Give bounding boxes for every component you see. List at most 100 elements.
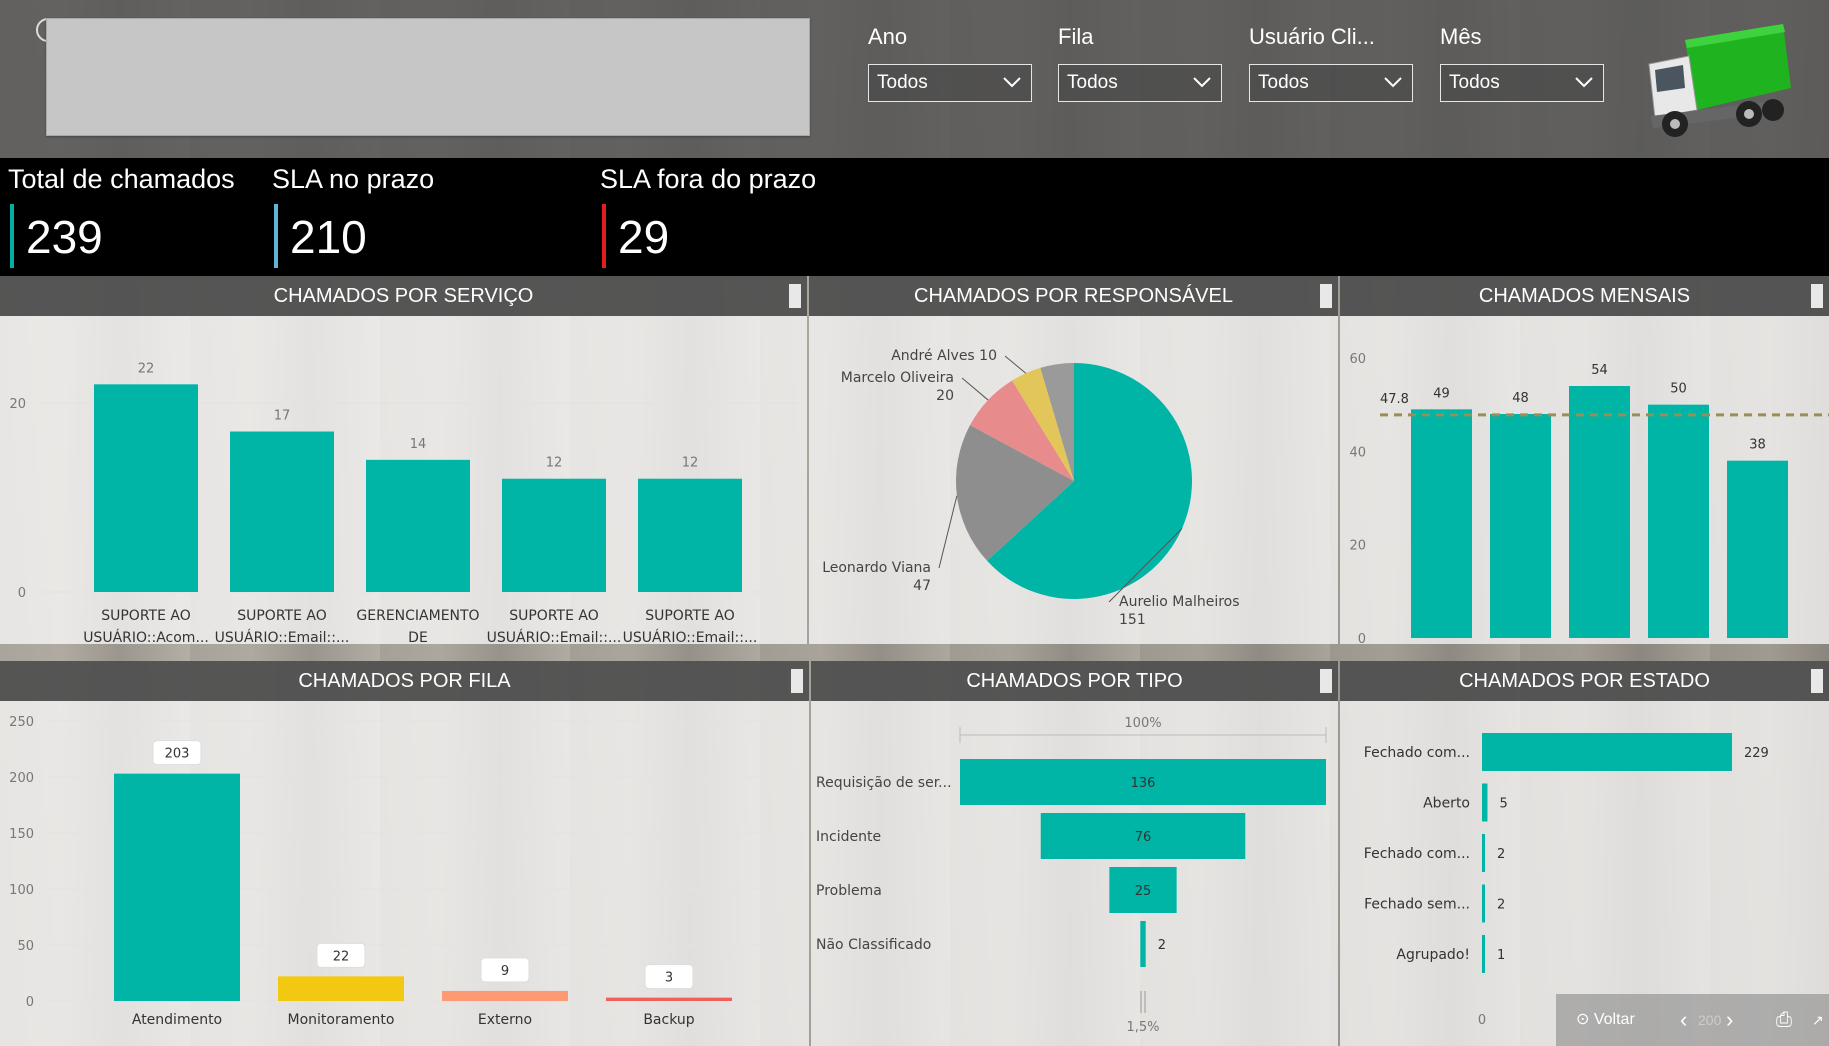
slicer-dropdown-mes[interactable]: Todos xyxy=(1440,64,1604,102)
data-label: 203 xyxy=(165,747,190,762)
data-label: 3 xyxy=(665,971,673,986)
leader-line xyxy=(961,377,989,401)
bar-servico xyxy=(94,384,198,592)
category-label: Agrupado! xyxy=(1396,947,1470,963)
data-label: 49 xyxy=(1433,386,1450,401)
slice-label: 151 xyxy=(1119,612,1146,628)
header-bar: ‹ Ano Todos Fila Todos Usuário Cli... To… xyxy=(0,0,1829,158)
category-label: Backup xyxy=(643,1012,694,1028)
y-tick-label: 250 xyxy=(9,715,34,730)
slicer-dropdown-usuario[interactable]: Todos xyxy=(1249,64,1413,102)
panel-focus-handle[interactable] xyxy=(789,284,801,308)
y-tick-label: 0 xyxy=(26,995,34,1010)
y-tick-label: 200 xyxy=(9,771,34,786)
slice-label: 47 xyxy=(913,578,931,594)
category-label: Incidente xyxy=(816,829,881,845)
category-label: Aberto xyxy=(1423,796,1470,812)
category-label: USUÁRIO::Email::... xyxy=(623,629,758,644)
panel-focus-handle[interactable] xyxy=(1320,284,1332,308)
data-label: 2 xyxy=(1497,847,1505,862)
panel-title: CHAMADOS POR SERVIÇO xyxy=(0,276,807,316)
panel-chamados-por-tipo: CHAMADOS POR TIPO 100% 136 Requisição de s… xyxy=(811,661,1338,1046)
slicer-dropdown-fila[interactable]: Todos xyxy=(1058,64,1222,102)
leader-line xyxy=(938,495,958,569)
kpi-accent-bar xyxy=(274,204,278,268)
bar-fila xyxy=(606,997,732,1001)
bar-servico xyxy=(638,478,742,592)
data-label: 25 xyxy=(1135,884,1152,899)
data-label-box xyxy=(316,942,366,968)
kpi-title: SLA fora do prazo xyxy=(600,164,817,194)
bar-servico xyxy=(502,478,606,592)
category-label: SUPORTE AO xyxy=(509,608,599,624)
funnel-bar xyxy=(1040,813,1246,859)
kpi-accent-bar xyxy=(602,204,606,268)
data-label: 2 xyxy=(1158,938,1166,953)
data-label: 12 xyxy=(682,456,699,471)
kpi-title: SLA no prazo xyxy=(272,164,435,194)
category-label: SUPORTE AO xyxy=(645,608,735,624)
chart-estado: 0 229 Fechado com... 5 Aberto 2 Fechado com...… xyxy=(1364,715,1769,1028)
funnel-bar xyxy=(960,759,1326,805)
expand-icon[interactable]: ↗ xyxy=(1812,1012,1824,1028)
chart-fila: 0 50 100 150 200 250 203 Atendimento 22 Monitoram… xyxy=(9,715,805,1028)
kpi-value: 239 xyxy=(26,211,103,263)
category-label: DE xyxy=(408,630,428,644)
panel-title: CHAMADOS POR RESPONSÁVEL xyxy=(809,276,1338,316)
bar-estado xyxy=(1482,935,1485,973)
data-label: 2 xyxy=(1497,898,1505,913)
panel-chamados-por-responsavel: CHAMADOS POR RESPONSÁVEL Aurelio Malheir… xyxy=(809,276,1338,644)
slice-label: 20 xyxy=(936,388,954,404)
pie-slice xyxy=(1012,367,1074,481)
kpi-value: 29 xyxy=(618,211,670,263)
category-label: Monitoramento xyxy=(288,1012,395,1028)
y-tick-label: 0 xyxy=(1358,632,1366,644)
slicer-label: Mês xyxy=(1440,24,1482,49)
bar-mensal xyxy=(1490,414,1551,638)
slicer-ano: Ano Todos xyxy=(868,24,1032,102)
slicer-label: Fila xyxy=(1058,24,1094,49)
panel-focus-handle[interactable] xyxy=(1320,669,1332,693)
kpi-total-chamados: Total de chamados 239 xyxy=(8,158,235,276)
data-label-box xyxy=(644,964,694,990)
data-label: 229 xyxy=(1744,746,1769,761)
category-label: Externo xyxy=(478,1012,532,1028)
funnel-bottom-label: 1,5% xyxy=(1126,1020,1159,1035)
slicer-value: Todos xyxy=(877,72,928,93)
panel-title: CHAMADOS POR TIPO xyxy=(811,661,1338,701)
slice-label: Marcelo Oliveira xyxy=(841,370,954,386)
average-label: 47.8 xyxy=(1380,392,1409,407)
category-label: Fechado sem... xyxy=(1364,897,1470,913)
slicer-dropdown-ano[interactable]: Todos xyxy=(868,64,1032,102)
panel-focus-handle[interactable] xyxy=(1811,284,1823,308)
next-page-icon[interactable]: › xyxy=(1726,1007,1734,1032)
panel-focus-handle[interactable] xyxy=(791,669,803,693)
kpi-value: 210 xyxy=(290,211,367,263)
back-label: Voltar xyxy=(1593,1011,1635,1028)
category-label: Fechado com... xyxy=(1364,745,1470,761)
kpi-band: Total de chamados 239 SLA no prazo 210 S… xyxy=(0,158,1829,276)
y-tick-label: 20 xyxy=(9,397,26,412)
data-label: 14 xyxy=(410,437,427,452)
data-label-box xyxy=(152,740,202,766)
bar-estado xyxy=(1482,733,1732,771)
data-label: 22 xyxy=(138,361,155,376)
print-icon[interactable]: ⎙ xyxy=(1776,1009,1792,1031)
prev-page-icon[interactable]: ‹ xyxy=(1680,1007,1688,1032)
data-label: 38 xyxy=(1749,438,1766,453)
leader-line xyxy=(1004,355,1027,374)
slicer-value: Todos xyxy=(1258,72,1309,93)
bar-estado xyxy=(1482,783,1488,822)
back-button[interactable]: ⊙ Voltar xyxy=(1576,994,1635,1046)
kpi-title: Total de chamados xyxy=(8,164,235,194)
data-label: 136 xyxy=(1131,776,1156,791)
page-indicator: 200 xyxy=(1698,1012,1722,1028)
panel-chamados-por-servico: CHAMADOS POR SERVIÇO 0 20 22 SUPORTE AO USUÁ… xyxy=(0,276,807,644)
slicer-label: Usuário Cli... xyxy=(1249,24,1375,49)
category-label: USUÁRIO::Email::... xyxy=(487,629,622,644)
chevron-down-icon xyxy=(1384,77,1402,88)
data-label: 48 xyxy=(1512,391,1529,406)
panel-focus-handle[interactable] xyxy=(1811,669,1823,693)
